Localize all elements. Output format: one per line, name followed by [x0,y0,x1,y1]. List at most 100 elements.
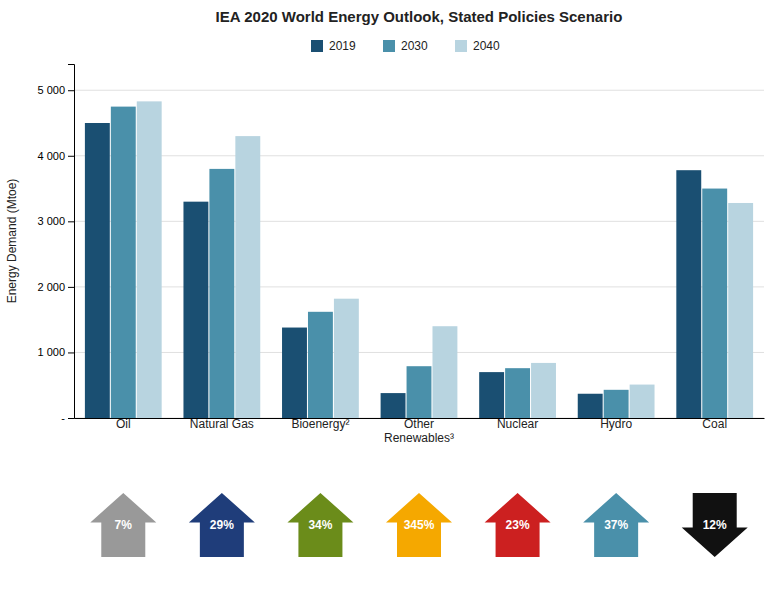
x-tick-label: Hydro [600,417,632,431]
legend-item: 2030 [383,39,428,53]
y-tick: 2 000 [37,281,74,293]
x-tick-label: Nuclear [497,417,538,431]
arrow [287,493,353,557]
arrow [485,493,551,557]
annotation-label: 29% [210,518,234,532]
legend-label: 2030 [401,39,428,53]
x-tick: OtherRenewables³ [384,417,454,445]
bar [728,203,753,418]
y-tick-label: 1 000 [37,346,65,358]
bar [282,328,307,418]
y-tick-mark [68,90,74,91]
legend-label: 2019 [329,39,356,53]
y-tick: 4 000 [37,150,74,162]
annotation-label: 7% [115,518,133,532]
y-tick: - [61,412,74,424]
arrow [90,493,156,557]
annotation: 12% [682,493,748,557]
legend-label: 2040 [473,39,500,53]
arrow [682,493,748,557]
y-tick: 1 000 [37,346,74,358]
x-tick: Hydro [600,417,632,431]
y-tick-label: 3 000 [37,215,65,227]
x-axis: Oil Natural Gas Bioenergy² OtherRenewables³… [75,417,765,445]
bar [432,326,457,418]
plot: Oil Natural Gas Bioenergy² OtherRenewables³… [5,65,765,445]
grid-line [74,221,764,222]
legend: 2019 2030 2040 [311,39,500,53]
bar [407,366,432,418]
arrow [386,493,452,557]
bar [183,202,208,418]
x-tick-label: Coal [702,417,727,431]
y-tick-label: 4 000 [37,150,65,162]
chart: Oil Natural Gas Bioenergy² OtherRenewables³… [0,0,784,593]
bar-series [137,101,753,418]
annotation: 23% [485,493,551,557]
x-tick-label: Natural Gas [190,417,254,431]
bar [531,363,556,418]
y-tick-mark [68,418,74,419]
annotation: 37% [583,493,649,557]
x-tick: Oil [116,417,131,431]
y-tick-label: 2 000 [37,281,65,293]
bar [111,107,136,418]
bar [676,170,701,418]
bar [479,372,504,418]
annotation: 7% [90,493,156,557]
legend-swatch [455,40,467,52]
x-tick: Nuclear [497,417,538,431]
y-tick-mark [68,156,74,157]
annotation-label: 12% [703,518,727,532]
y-tick-mark [68,221,74,222]
y-axis-title: Energy Demand (Mtoe) [5,179,19,304]
y-tick-label: 5 000 [37,84,65,96]
bar [209,169,234,418]
bar [137,101,162,418]
bar [381,393,406,418]
y-tick-mark [68,352,74,353]
x-tick-label: Bioenergy² [291,417,349,431]
annotation: 29% [189,493,255,557]
legend-item: 2019 [311,39,356,53]
grid-line [74,286,764,287]
x-tick-label: OtherRenewables³ [384,417,454,445]
legend-item: 2040 [455,39,500,53]
bar [702,189,727,418]
annotation-label: 34% [308,518,332,532]
grid [74,90,764,418]
x-tick: Coal [702,417,727,431]
annotation: 345% [386,493,452,557]
y-tick-mark [68,287,74,288]
x-tick: Natural Gas [190,417,254,431]
grid-line [74,352,764,353]
arrow [189,493,255,557]
y-tick: 3 000 [37,215,74,227]
x-tick-label: Oil [116,417,131,431]
bar [578,394,603,418]
arrow [583,493,649,557]
bar [505,368,530,418]
title: IEA 2020 World Energy Outlook, Stated Po… [216,8,623,25]
annotation-label: 23% [506,518,530,532]
legend-swatch [311,40,323,52]
annotation-label: 345% [404,518,435,532]
bar-series [111,107,727,418]
grid-line [74,155,764,156]
annotation-label: 37% [604,518,628,532]
bar-series [85,123,701,418]
y-axis-line [68,65,75,419]
y-axis: - 1 000 2 000 3 000 4 000 5 000 [37,65,74,425]
bar [85,123,110,418]
x-tick: Bioenergy² [291,417,349,431]
bar [235,136,260,418]
annotations: 7% 29% 34% 345% 23% 37% 12% [90,493,747,557]
grid-line [74,90,764,91]
bar [604,390,629,418]
bar [308,312,333,418]
bar [334,299,359,418]
y-tick: 5 000 [37,84,74,96]
legend-swatch [383,40,395,52]
annotation: 34% [287,493,353,557]
bars [85,101,753,418]
